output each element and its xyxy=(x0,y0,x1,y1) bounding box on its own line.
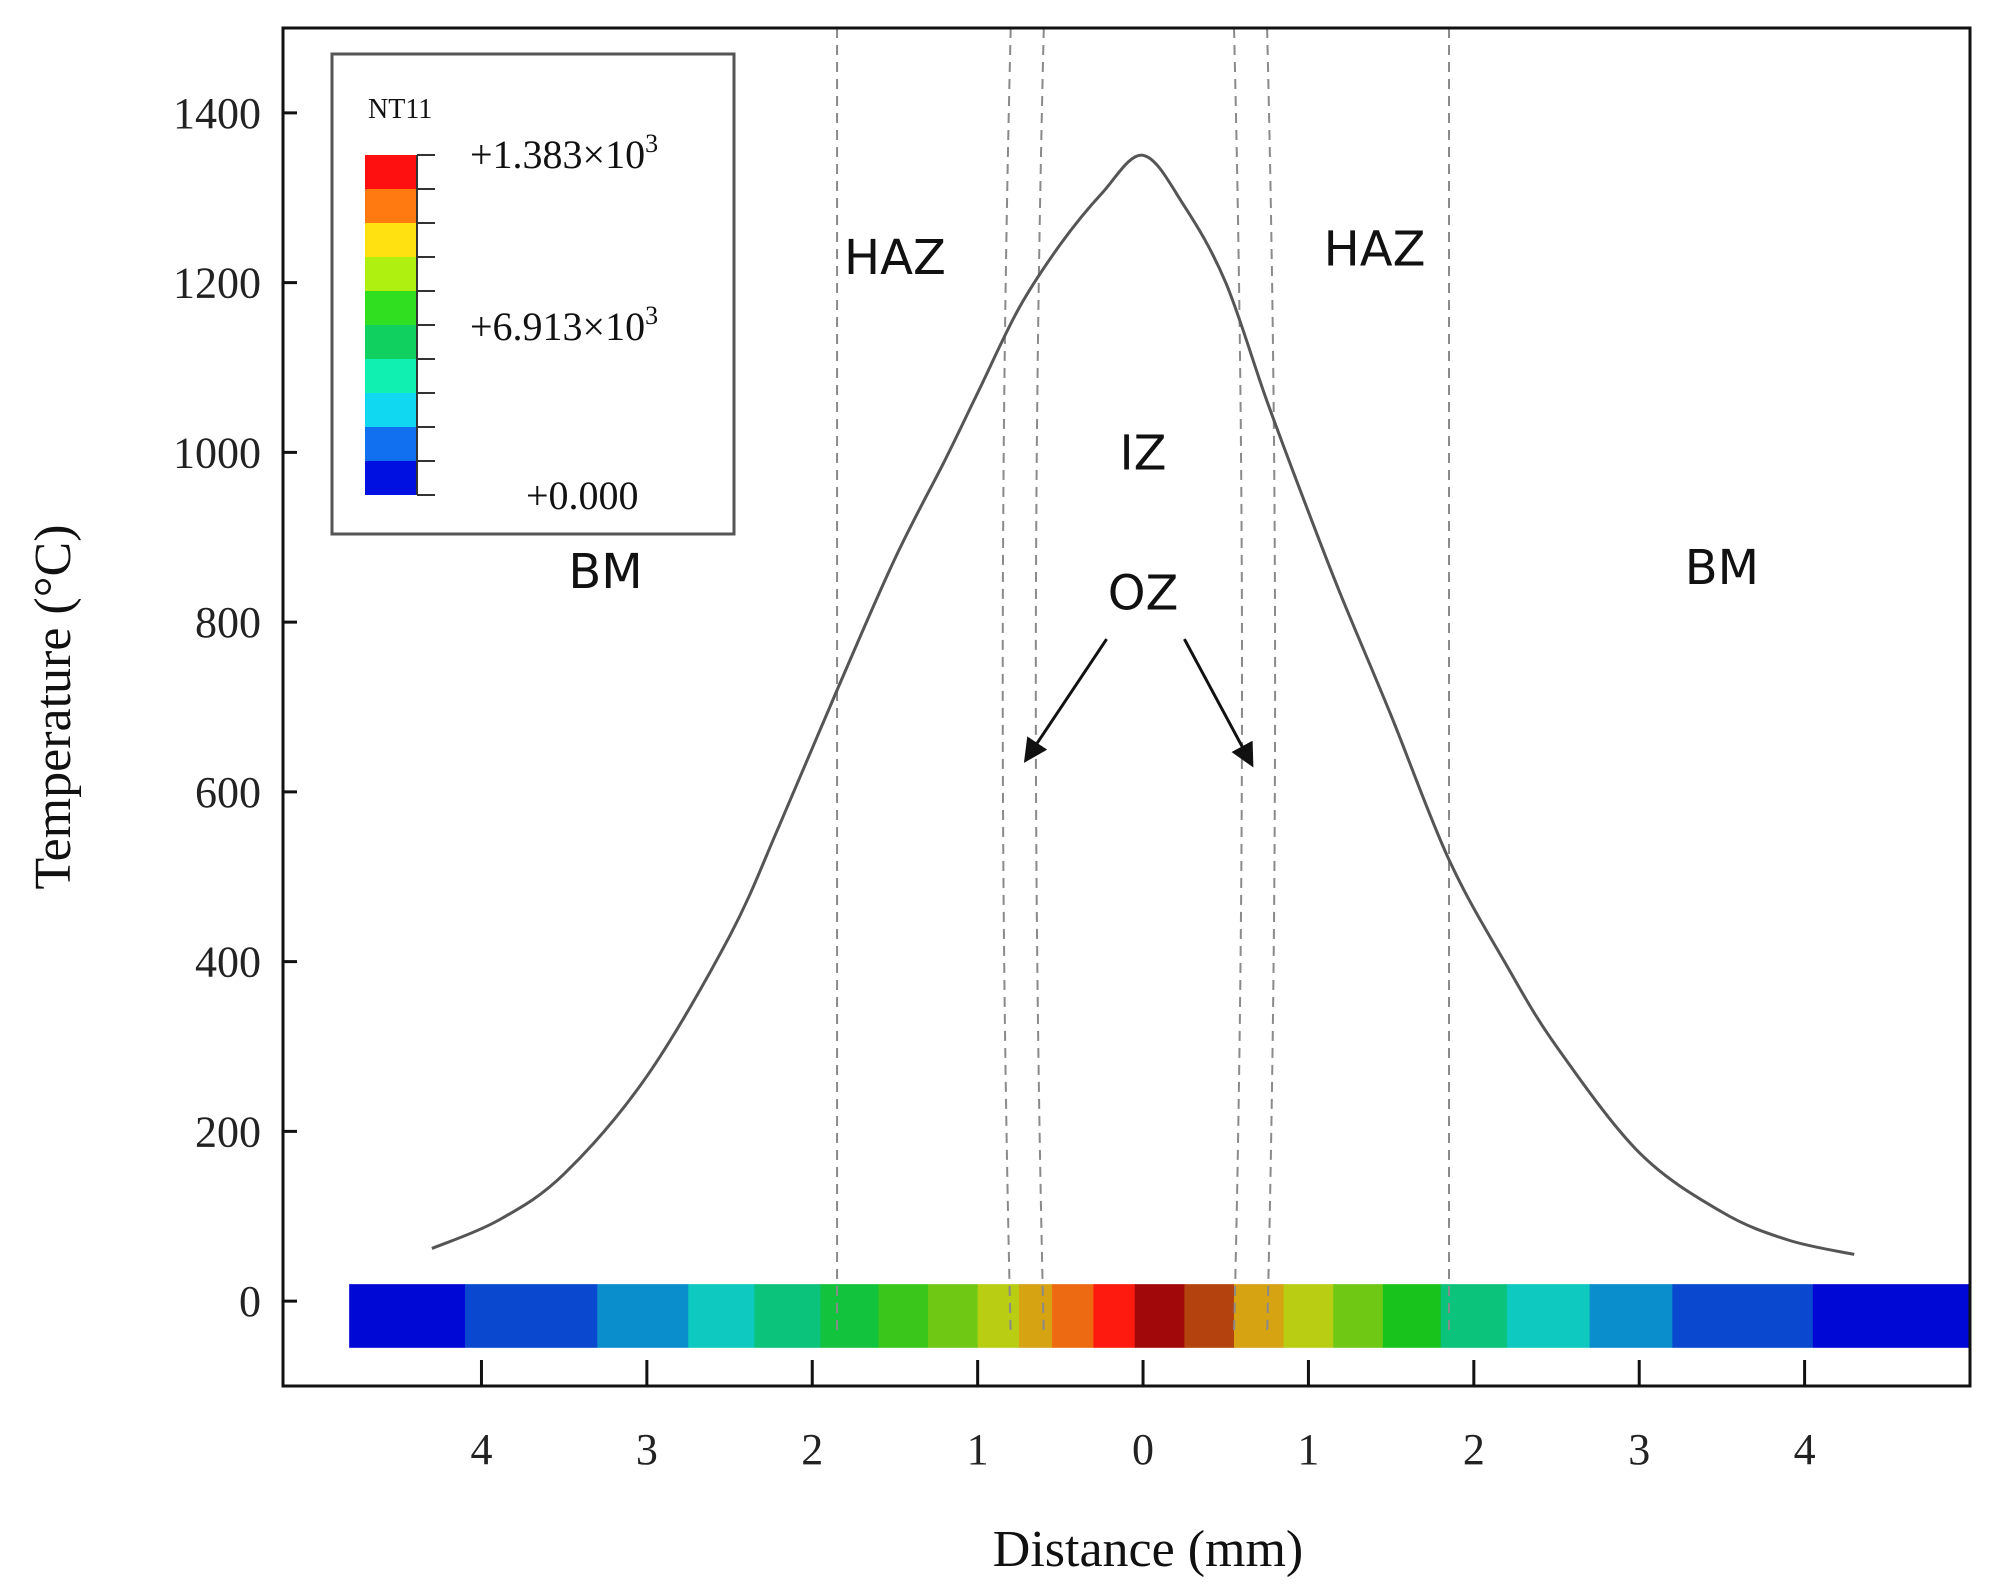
strip-segment-7 xyxy=(928,1284,979,1348)
strip-segment-8 xyxy=(977,1284,1020,1348)
strip-segment-17 xyxy=(1382,1284,1442,1348)
colorbar-strip xyxy=(349,1284,1971,1348)
legend-title: NT11 xyxy=(368,94,432,125)
strip-segment-3 xyxy=(688,1284,755,1348)
strip-segment-4 xyxy=(754,1284,822,1348)
strip-segment-21 xyxy=(1672,1284,1814,1348)
x-tick-label-5: 1 xyxy=(1297,1425,1319,1474)
legend-max-label: +1.383×103 xyxy=(470,129,658,177)
zone-boundary-2 xyxy=(1034,27,1045,1336)
strip-segment-9 xyxy=(1018,1284,1053,1348)
strip-segment-22 xyxy=(1812,1284,1971,1348)
legend-max-mantissa: +1.383×10 xyxy=(470,132,645,177)
x-tick-label-2: 2 xyxy=(801,1425,823,1474)
x-tick-label-7: 3 xyxy=(1628,1425,1650,1474)
zone-label-oz-3: OZ xyxy=(1108,565,1179,621)
strip-segment-10 xyxy=(1052,1284,1095,1348)
zone-label-haz-4: HAZ xyxy=(1324,222,1426,278)
strip-segment-12 xyxy=(1134,1284,1185,1348)
strip-segment-13 xyxy=(1184,1284,1235,1348)
zone-label-bm-0: BM xyxy=(568,544,642,600)
zone-label-haz-1: HAZ xyxy=(844,230,946,286)
strip-segment-16 xyxy=(1333,1284,1384,1348)
legend: NT11 +1.383×103 +6.913×103 +0.000 xyxy=(330,52,736,536)
x-axis-label: Distance (mm) xyxy=(993,1521,1303,1578)
strip-segment-5 xyxy=(820,1284,880,1348)
oz-arrow-1 xyxy=(1183,638,1254,768)
strip-segment-15 xyxy=(1283,1284,1334,1348)
x-tick-label-1: 3 xyxy=(636,1425,658,1474)
strip-segment-20 xyxy=(1589,1284,1673,1348)
strip-segment-19 xyxy=(1506,1284,1591,1348)
y-ticks: 0 200 400 600 800 1000 1200 1400 xyxy=(173,89,297,1326)
legend-mid-label: +6.913×103 xyxy=(470,301,658,349)
legend-swatch-3 xyxy=(365,257,417,291)
series-group xyxy=(431,153,1855,1256)
zone-boundary-3 xyxy=(1233,27,1243,1336)
strip-segment-0 xyxy=(349,1284,466,1348)
y-tick-label-0: 0 xyxy=(239,1277,261,1326)
strip-segment-6 xyxy=(878,1284,929,1348)
legend-mid-exponent: 3 xyxy=(645,301,658,330)
y-axis-label: Temperature (°C) xyxy=(25,524,82,889)
zone-labels: BM HAZ IZ OZ HAZ BM xyxy=(568,222,1759,622)
y-tick-label-2: 400 xyxy=(195,938,261,987)
y-tick-label-3: 600 xyxy=(195,768,261,817)
zone-label-iz-2: IZ xyxy=(1120,425,1167,481)
y-tick-label-6: 1200 xyxy=(173,259,261,308)
legend-swatch-8 xyxy=(365,427,417,461)
legend-swatch-6 xyxy=(365,359,417,393)
plot-frame xyxy=(281,26,1972,1388)
strip-segment-18 xyxy=(1440,1284,1508,1348)
y-tick-label-7: 1400 xyxy=(173,89,261,138)
zone-boundaries xyxy=(836,27,1451,1336)
legend-swatch-5 xyxy=(365,325,417,359)
legend-min-label: +0.000 xyxy=(526,473,639,518)
x-tick-label-4: 0 xyxy=(1132,1425,1154,1474)
legend-swatch-1 xyxy=(365,189,417,223)
oz-arrows xyxy=(1023,638,1254,768)
oz-arrow-0 xyxy=(1023,638,1108,763)
legend-swatches xyxy=(365,154,435,496)
strip-segment-11 xyxy=(1093,1284,1136,1348)
zone-label-bm-5: BM xyxy=(1685,540,1759,596)
strip-segment-14 xyxy=(1234,1284,1285,1348)
zone-boundary-1 xyxy=(1001,27,1012,1336)
series-line-0 xyxy=(431,153,1855,1256)
legend-swatch-9 xyxy=(365,461,417,495)
y-tick-label-4: 800 xyxy=(195,598,261,647)
zone-boundary-4 xyxy=(1266,27,1277,1336)
x-ticks: 4 3 2 1 0 1 2 3 4 xyxy=(470,1360,1816,1474)
y-tick-label-1: 200 xyxy=(195,1107,261,1156)
legend-mid-mantissa: +6.913×10 xyxy=(470,304,645,349)
legend-swatch-7 xyxy=(365,393,417,427)
strip-segment-1 xyxy=(464,1284,598,1348)
x-tick-label-0: 4 xyxy=(470,1425,492,1474)
x-tick-label-3: 1 xyxy=(967,1425,989,1474)
legend-max-exponent: 3 xyxy=(645,129,658,158)
legend-swatch-4 xyxy=(365,291,417,325)
legend-swatch-2 xyxy=(365,223,417,257)
legend-swatch-0 xyxy=(365,155,417,189)
x-tick-label-6: 2 xyxy=(1463,1425,1485,1474)
y-tick-label-5: 1000 xyxy=(173,428,261,477)
x-tick-label-8: 4 xyxy=(1794,1425,1816,1474)
strip-segment-2 xyxy=(597,1284,689,1348)
